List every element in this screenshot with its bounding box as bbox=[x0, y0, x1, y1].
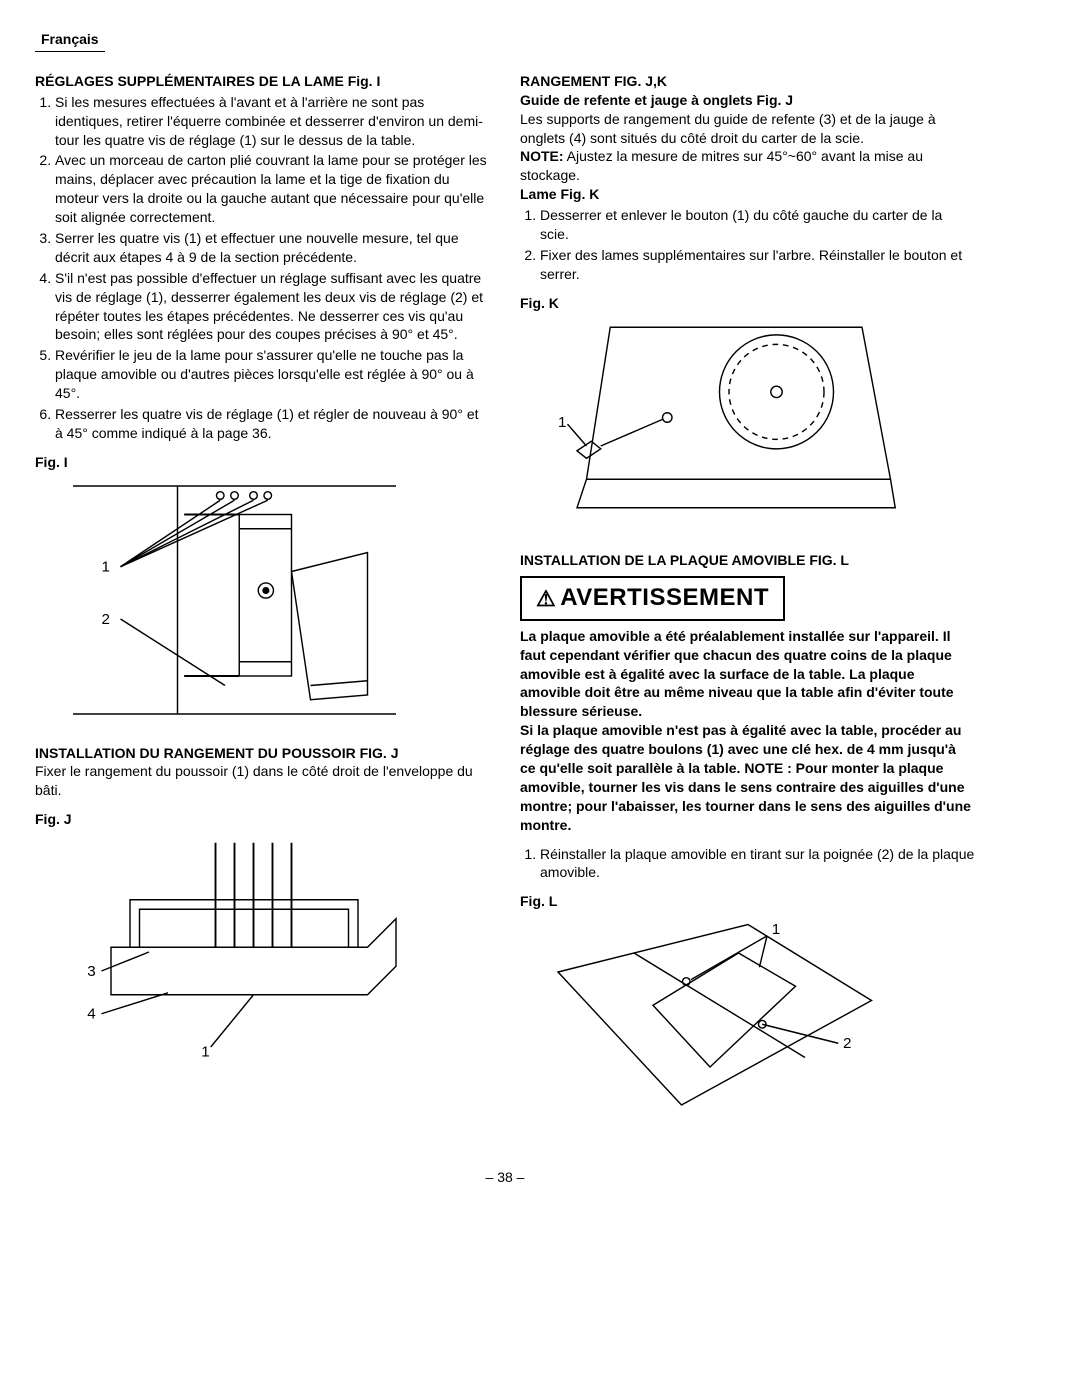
figure-i-diagram: 1 2 bbox=[35, 476, 415, 724]
list-item: Desserrer et enlever le bouton (1) du cô… bbox=[540, 206, 975, 244]
figure-j-label: Fig. J bbox=[35, 810, 490, 829]
subtitle-blade-storage: Lame Fig. K bbox=[520, 185, 975, 204]
list-item: Avec un morceau de carton plié couvrant … bbox=[55, 151, 490, 227]
figure-l-diagram: 1 2 bbox=[520, 915, 900, 1143]
section-title-blade-adjust: RÉGLAGES SUPPLÉMENTAIRES DE LA LAME Fig.… bbox=[35, 72, 490, 91]
list-item: Si les mesures effectuées à l'avant et à… bbox=[55, 93, 490, 150]
section-title-storage: RANGEMENT FIG. J,K bbox=[520, 72, 975, 91]
warning-text: La plaque amovible a été préalablement i… bbox=[520, 627, 975, 835]
list-item: Revérifier le jeu de la lame pour s'assu… bbox=[55, 346, 490, 403]
warning-word: AVERTISSEMENT bbox=[560, 584, 769, 611]
note-text: Ajustez la mesure de mitres sur 45°~60° … bbox=[520, 148, 923, 183]
list-item: S'il n'est pas possible d'effectuer un r… bbox=[55, 269, 490, 345]
figure-j-diagram: 3 4 1 bbox=[35, 833, 415, 1071]
subtitle-fence-gauge: Guide de refente et jauge à onglets Fig.… bbox=[520, 91, 975, 110]
blade-storage-list: Desserrer et enlever le bouton (1) du cô… bbox=[520, 206, 975, 284]
section-title-throat-plate: INSTALLATION DE LA PLAQUE AMOVIBLE FIG. … bbox=[520, 551, 975, 570]
blade-adjust-list: Si les mesures effectuées à l'avant et à… bbox=[35, 93, 490, 443]
figure-j-callout-3: 3 bbox=[87, 963, 95, 980]
figure-k-label: Fig. K bbox=[520, 294, 975, 313]
warning-box: ⚠AVERTISSEMENT bbox=[520, 576, 785, 620]
figure-i-callout-2: 2 bbox=[102, 610, 110, 627]
storage-note: NOTE: Ajustez la mesure de mitres sur 45… bbox=[520, 147, 975, 185]
right-column: RANGEMENT FIG. J,K Guide de refente et j… bbox=[520, 72, 975, 1148]
figure-l-callout-2: 2 bbox=[843, 1035, 851, 1052]
figure-l-label: Fig. L bbox=[520, 892, 975, 911]
figure-j-callout-4: 4 bbox=[87, 1006, 95, 1023]
figure-i-label: Fig. I bbox=[35, 453, 490, 472]
warning-triangle-icon: ⚠ bbox=[536, 584, 556, 614]
list-item: Réinstaller la plaque amovible en tirant… bbox=[540, 845, 975, 883]
language-header: Français bbox=[35, 30, 105, 52]
figure-l-callout-1: 1 bbox=[772, 921, 780, 938]
left-column: RÉGLAGES SUPPLÉMENTAIRES DE LA LAME Fig.… bbox=[35, 72, 490, 1148]
list-item: Serrer les quatre vis (1) et effectuer u… bbox=[55, 229, 490, 267]
figure-k-callout-1: 1 bbox=[558, 414, 566, 431]
figure-i-callout-1: 1 bbox=[102, 558, 110, 575]
note-label: NOTE: bbox=[520, 148, 564, 164]
figure-k-diagram: 1 bbox=[520, 317, 900, 537]
pushstick-text: Fixer le rangement du poussoir (1) dans … bbox=[35, 762, 490, 800]
throat-plate-list: Réinstaller la plaque amovible en tirant… bbox=[520, 845, 975, 883]
list-item: Resserrer les quatre vis de réglage (1) … bbox=[55, 405, 490, 443]
section-title-pushstick: INSTALLATION DU RANGEMENT DU POUSSOIR FI… bbox=[35, 744, 490, 763]
list-item: Fixer des lames supplémentaires sur l'ar… bbox=[540, 246, 975, 284]
fence-gauge-text: Les supports de rangement du guide de re… bbox=[520, 110, 975, 148]
page-number: – 38 – bbox=[35, 1168, 975, 1187]
figure-j-callout-1: 1 bbox=[201, 1044, 209, 1061]
